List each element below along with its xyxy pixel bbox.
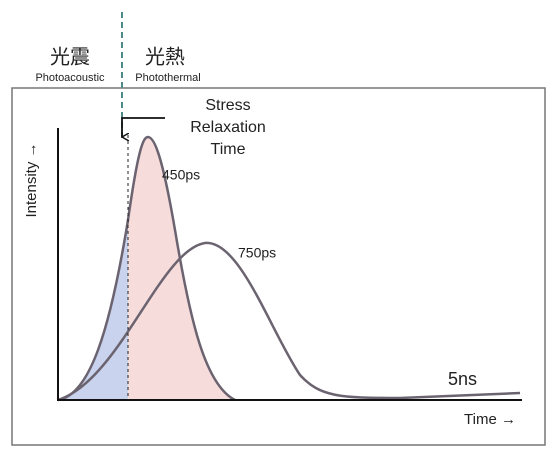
photothermal-label: Photothermal [135,72,200,84]
tail-label: 5ns [448,369,477,389]
annotation-line: Time [211,141,246,158]
relaxation-arrow [122,117,165,137]
curve-450ps [57,135,236,402]
curve-750ps [57,241,521,402]
y-axis-label: Intensity → [23,142,40,217]
x-axis-label: Time → [464,411,516,428]
photoacoustic-label: Photoacoustic [35,72,105,84]
curve-label: 750ps [238,245,276,261]
curve-label: 450ps [162,167,200,183]
photoacoustic-cn: 光震 [50,45,90,68]
photothermal-cn: 光熱 [145,45,185,68]
annotation-line: Stress [205,97,250,114]
annotation-line: Relaxation [190,119,266,136]
